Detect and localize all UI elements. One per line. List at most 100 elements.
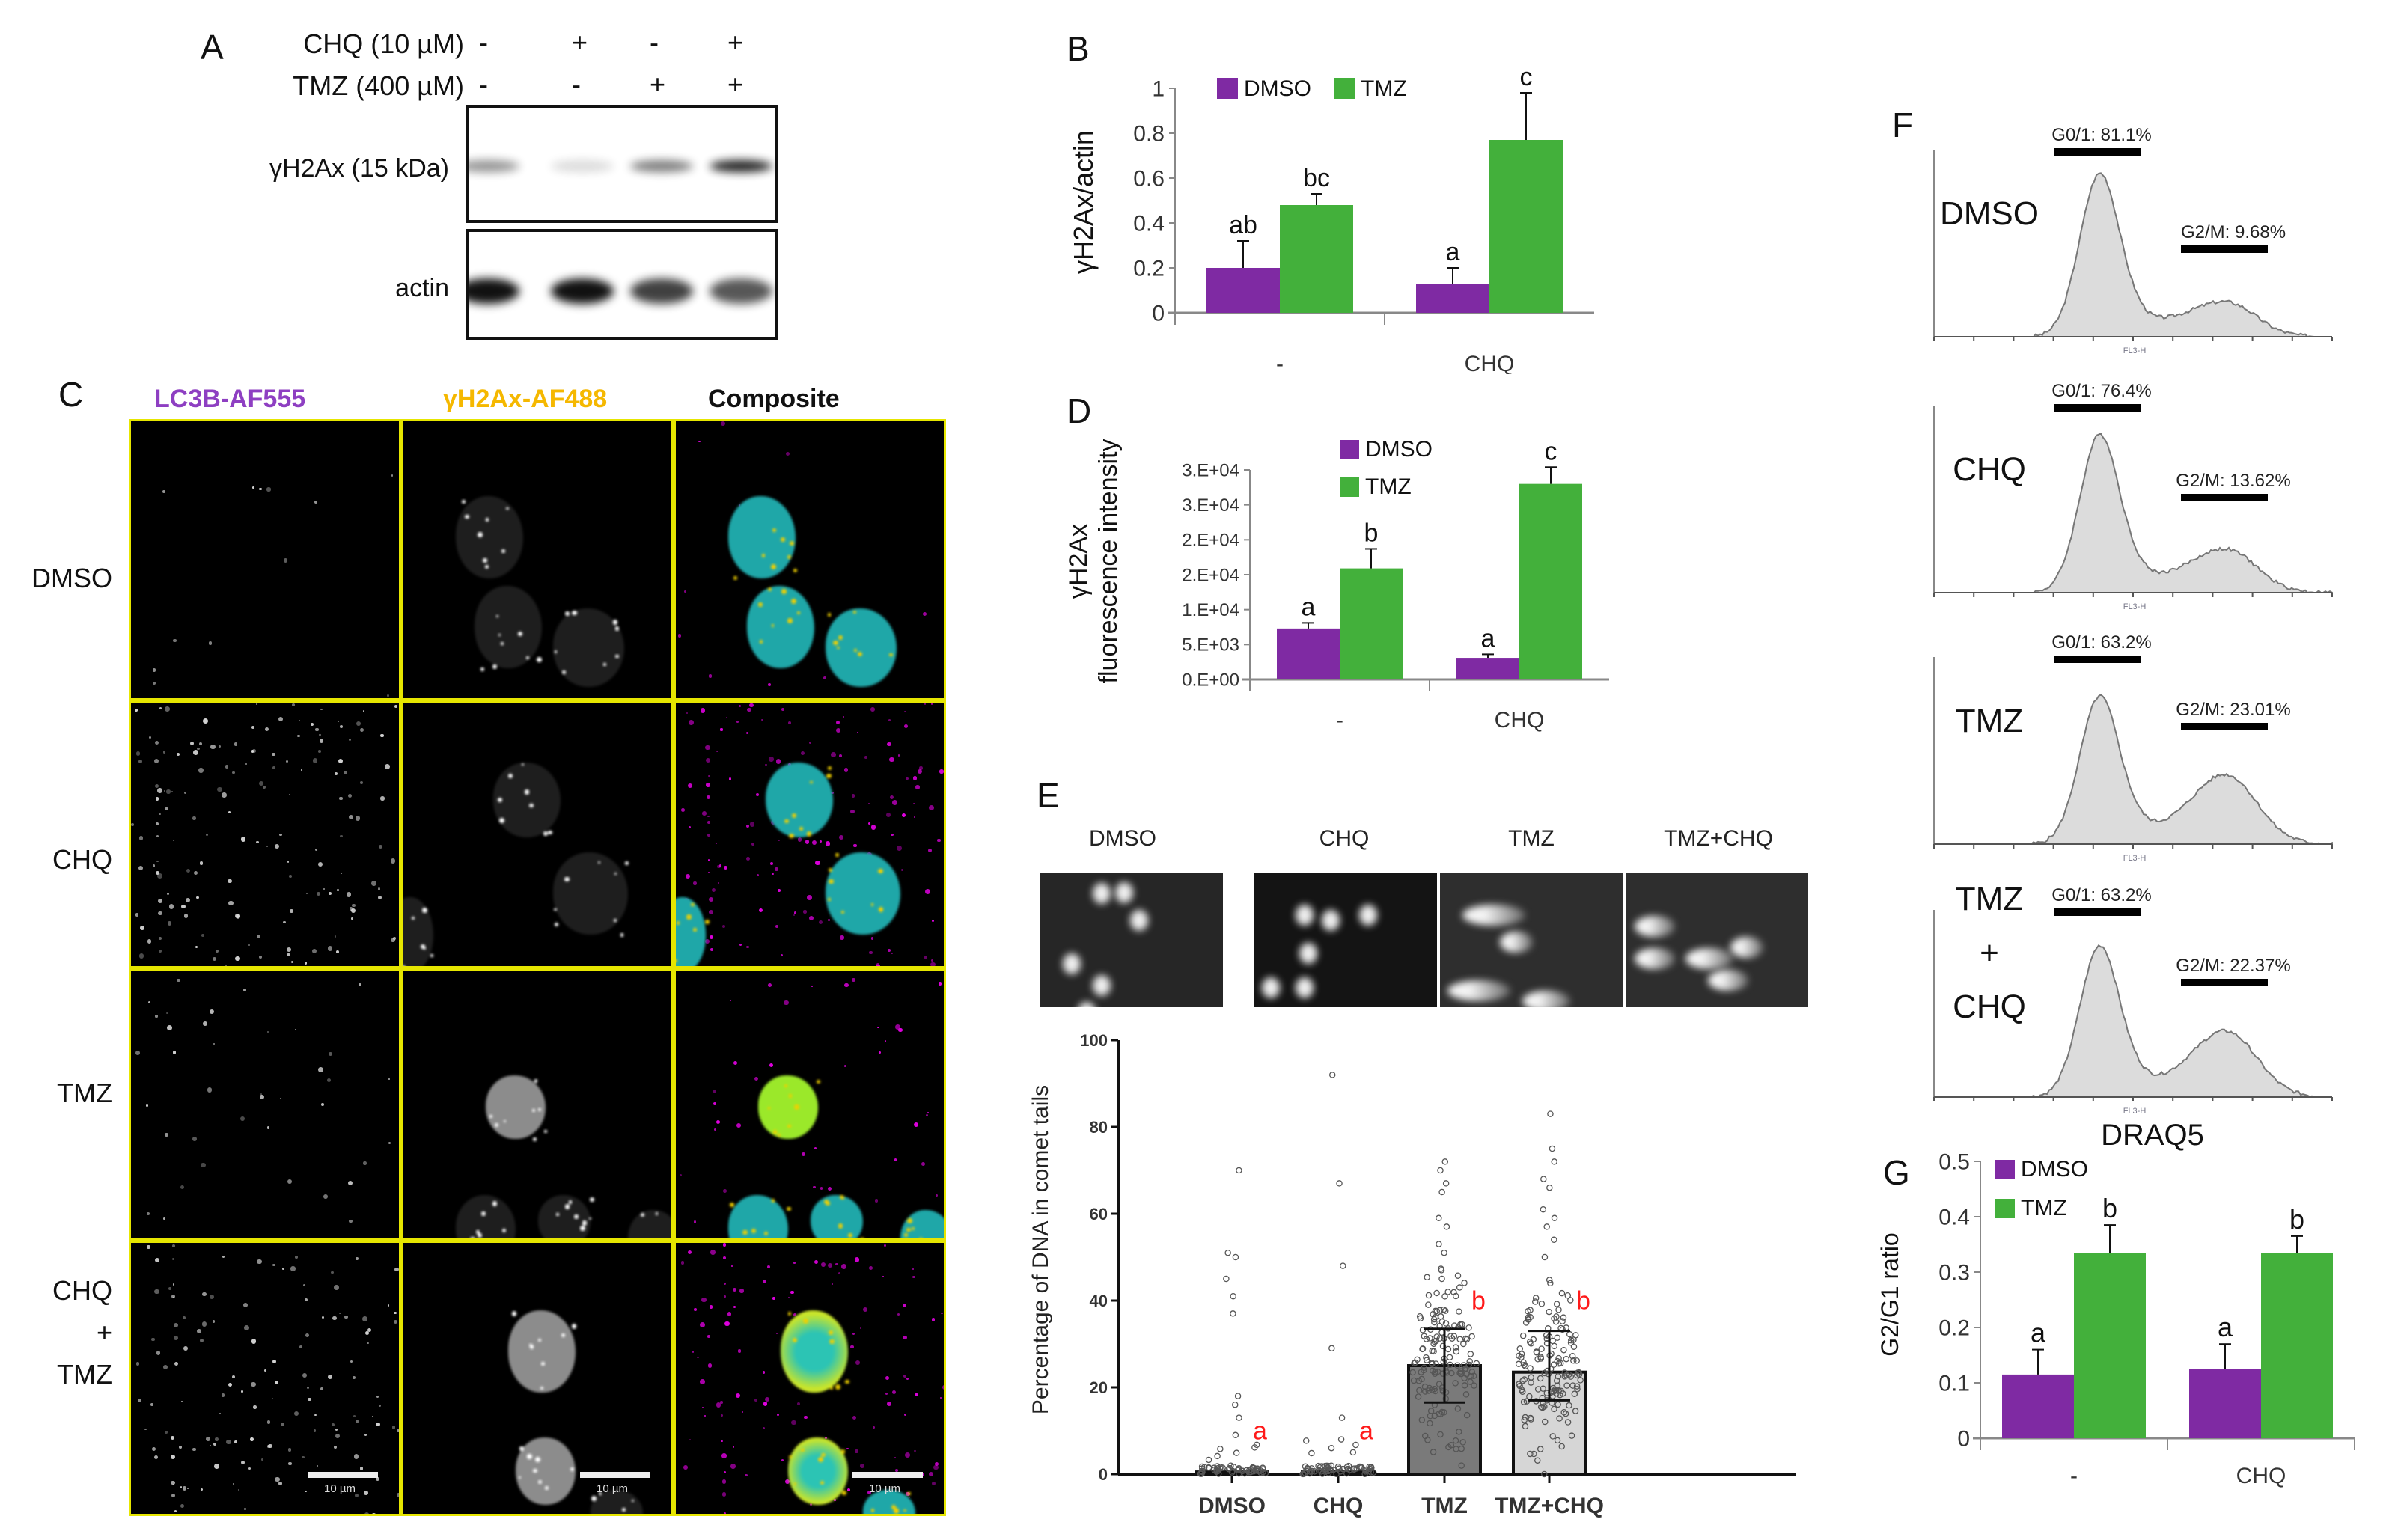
lc3b-puncta [733, 1305, 736, 1308]
lc3b-puncta [761, 718, 763, 721]
histogram-2: FL3-H G0/1: 76.4% G2/M: 13.62% CHQ [1933, 382, 2333, 611]
lc3b-puncta [391, 474, 394, 477]
gh2ax-focus [544, 1485, 549, 1490]
significance-letter: ab [1229, 211, 1257, 239]
lc3b-puncta [350, 908, 356, 914]
lc3b-puncta [769, 861, 773, 865]
lc3b-puncta [253, 1405, 257, 1409]
gh2ax-focus [854, 648, 858, 652]
scale-bar [852, 1472, 923, 1478]
lc3b-puncta [912, 1275, 915, 1279]
lc3b-puncta [266, 487, 271, 492]
data-point [1521, 1417, 1528, 1423]
g01-gate-bar [2054, 404, 2141, 412]
lc3b-puncta [287, 861, 290, 864]
lc3b-puncta [927, 1111, 929, 1113]
y-tick-label: 0.2 [1133, 257, 1165, 281]
g2m-gate-label: G2/M: 22.37% [2176, 956, 2290, 976]
lc3b-puncta [287, 953, 290, 957]
gh2ax-focus [420, 944, 426, 950]
data-point [1421, 1366, 1427, 1374]
lc3b-puncta [384, 763, 390, 769]
lc3b-puncta [165, 807, 168, 811]
gh2ax-focus [423, 947, 427, 950]
comet-nucleus [1359, 905, 1377, 926]
lc3b-puncta [730, 1463, 736, 1469]
data-point [1336, 1180, 1343, 1187]
lc3b-puncta [360, 727, 364, 732]
lc3b-puncta [180, 1504, 185, 1509]
lc3b-puncta [678, 634, 682, 638]
bar-tmz [2074, 1253, 2146, 1438]
lc3b-puncta [341, 873, 343, 875]
lc3b-puncta [930, 962, 936, 966]
lc3b-puncta [890, 795, 894, 799]
gh2ax-focus [529, 803, 534, 808]
gh2ax-focus [422, 908, 427, 913]
lc3b-puncta [359, 1467, 364, 1471]
data-point [1430, 1449, 1437, 1455]
lc3b-puncta [256, 934, 260, 938]
lc3b-puncta [183, 1345, 188, 1351]
lc3b-puncta [150, 1403, 154, 1406]
nucleus [728, 496, 797, 580]
lc3b-puncta [171, 1480, 175, 1485]
data-point [1569, 1382, 1576, 1389]
lc3b-puncta [319, 738, 324, 743]
lc3b-puncta [765, 1397, 770, 1402]
data-point [1541, 1418, 1549, 1426]
gh2ax-focus [538, 1479, 543, 1484]
gh2ax-focus [828, 868, 832, 873]
lc3b-puncta [924, 703, 926, 705]
gh2ax-focus [827, 613, 831, 617]
data-point [1457, 1370, 1465, 1378]
lc3b-puncta [739, 1289, 744, 1293]
lc3b-puncta [693, 881, 697, 885]
lc3b-puncta [380, 796, 385, 801]
comet-nucleus [1262, 977, 1280, 999]
lc3b-puncta [809, 915, 814, 921]
lc3b-puncta [225, 764, 229, 769]
y-tick-label: 2.E+04 [1182, 565, 1239, 585]
lc3b-puncta [355, 1420, 359, 1423]
gh2ax-focus [518, 1476, 521, 1479]
condition-label: DMSO [1940, 195, 2039, 232]
lc3b-puncta [266, 845, 269, 847]
bar-dmso [1206, 268, 1280, 313]
lc3b-puncta [135, 1051, 141, 1056]
data-point [1361, 1470, 1368, 1478]
lc3b-puncta [173, 1484, 175, 1486]
lc3b-puncta [825, 841, 831, 846]
gh2ax-focus [620, 932, 624, 937]
lc3b-puncta [156, 822, 159, 825]
g2m-gate-bar [2181, 723, 2268, 730]
gh2ax-focus [501, 642, 504, 646]
lc3b-puncta [222, 792, 228, 798]
lc3b-puncta [846, 1488, 850, 1491]
data-point [1570, 1343, 1578, 1350]
data-point [1345, 1462, 1352, 1470]
data-point [1574, 1386, 1581, 1393]
nucleus [475, 586, 543, 671]
data-point [1566, 1330, 1573, 1338]
gh2ax-focus [462, 500, 466, 504]
lc3b-puncta [772, 873, 774, 876]
blot-band [710, 160, 772, 172]
lc3b-puncta [186, 869, 191, 873]
lc3b-puncta [313, 758, 318, 763]
data-point [1533, 1349, 1540, 1356]
data-point [1454, 1405, 1462, 1412]
lc3b-puncta [809, 741, 811, 744]
lc3b-puncta [319, 733, 322, 736]
lc3b-puncta [721, 1440, 723, 1442]
gh2ax-focus [771, 1199, 775, 1203]
lc3b-puncta [355, 1493, 359, 1497]
data-point [1438, 1188, 1445, 1196]
gh2ax-focus [906, 1218, 912, 1224]
legend-swatch-tmz [1334, 78, 1355, 99]
gh2ax-focus [537, 1338, 542, 1342]
gh2ax-focus [787, 555, 792, 560]
lc3b-puncta [279, 833, 282, 837]
comet-nucleus [1500, 932, 1533, 953]
gh2ax-focus [829, 879, 834, 884]
